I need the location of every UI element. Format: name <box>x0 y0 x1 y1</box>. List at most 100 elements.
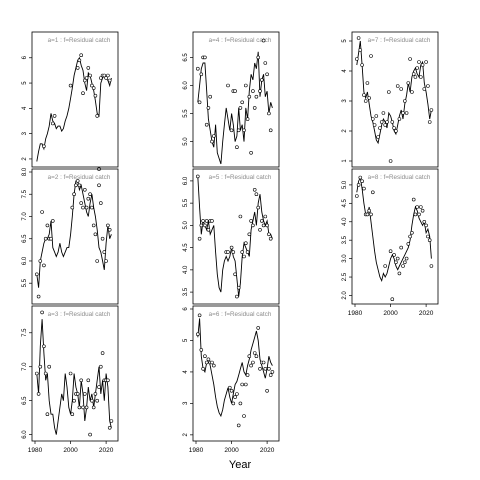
data-point <box>388 159 393 163</box>
data-point <box>254 94 259 99</box>
data-point <box>90 398 94 403</box>
data-point <box>38 259 43 263</box>
data-point <box>40 210 44 214</box>
data-point <box>49 236 53 241</box>
data-point <box>43 236 48 241</box>
series-line <box>36 56 112 162</box>
data-point <box>370 117 375 121</box>
data-point <box>251 89 255 93</box>
data-point <box>81 91 85 95</box>
data-point <box>203 223 207 228</box>
data-point <box>206 228 211 232</box>
y-tick-label: 6.5 <box>183 53 189 62</box>
data-point <box>50 121 55 126</box>
data-point <box>97 385 101 389</box>
data-point <box>84 405 89 410</box>
y-tick-label: 4.5 <box>183 243 189 252</box>
data-point <box>240 250 244 254</box>
data-point <box>93 93 98 98</box>
data-point <box>415 66 420 70</box>
data-point <box>197 100 202 105</box>
data-point <box>88 73 92 78</box>
data-point <box>43 371 48 376</box>
data-point <box>417 212 421 217</box>
data-point <box>86 66 91 70</box>
series-line <box>356 175 432 283</box>
data-point <box>242 254 246 259</box>
panel-frame <box>192 168 280 305</box>
data-point <box>247 354 252 359</box>
panel-title: a=4 : f=Residual catch <box>209 37 272 44</box>
data-point <box>68 371 73 376</box>
y-tick-label: 7.0 <box>22 212 28 221</box>
data-point <box>365 212 370 217</box>
data-point <box>408 57 412 61</box>
data-point <box>404 256 409 261</box>
data-point <box>233 272 237 277</box>
y-tick-label: 5.5 <box>22 278 28 287</box>
data-point <box>102 73 107 78</box>
data-point <box>420 208 425 213</box>
y-tick-label: 2 <box>342 129 348 133</box>
panel-frame <box>31 305 119 442</box>
y-tick-label: 5.5 <box>183 109 189 118</box>
data-point <box>383 123 388 127</box>
y-tick-label: 4 <box>342 69 348 73</box>
data-point <box>229 388 234 393</box>
panel-title: a=6 : f=Residual catch <box>209 311 272 318</box>
data-point <box>93 392 98 396</box>
data-point <box>97 183 101 188</box>
data-point <box>258 366 262 371</box>
data-point <box>261 223 266 228</box>
data-point <box>261 360 266 365</box>
panel-title: a=2 : f=Residual catch <box>48 174 111 181</box>
data-point <box>86 378 91 383</box>
data-point <box>231 250 236 254</box>
data-point <box>204 360 209 365</box>
data-point <box>236 423 241 428</box>
panel-6: a=6 : f=Residual catch 2 3 4 5 6 1980 2000 2020 <box>183 305 280 454</box>
data-point <box>238 106 243 110</box>
y-tick-label: 3.5 <box>342 235 348 244</box>
data-point <box>394 129 398 133</box>
data-point <box>77 405 82 410</box>
data-point <box>196 66 200 71</box>
x-tick-label: 1980 <box>28 447 43 454</box>
data-point <box>91 405 96 410</box>
series-line <box>197 318 273 418</box>
data-point <box>263 61 268 65</box>
data-point <box>233 89 237 93</box>
data-point <box>244 382 248 387</box>
y-tick-label: 5 <box>183 338 189 342</box>
data-point <box>418 205 423 209</box>
data-point <box>254 192 259 196</box>
data-point <box>256 205 261 210</box>
data-point <box>263 214 268 219</box>
data-point <box>270 370 275 374</box>
data-point <box>360 63 364 67</box>
data-point <box>413 212 418 217</box>
panel-2: a=2 : f=Residual catch 5.5 6.0 6.5 7.0 7.5 8.0 <box>22 167 119 305</box>
data-point <box>242 128 246 133</box>
data-point <box>40 310 44 315</box>
data-point <box>206 357 211 362</box>
x-tick-label: 2020 <box>419 310 434 317</box>
y-tick-label: 4.0 <box>342 217 348 226</box>
panel-frame <box>31 168 119 305</box>
panel-1: a=1 : f=Residual catch 2 3 4 5 6 <box>22 31 119 171</box>
panel-4: a=4 : f=Residual catch 5.0 5.5 6.0 6.5 <box>183 31 280 168</box>
data-point <box>367 208 372 213</box>
data-point <box>244 83 248 88</box>
data-point <box>104 259 108 263</box>
data-point <box>265 223 269 228</box>
data-point <box>70 205 75 210</box>
data-point <box>107 78 112 83</box>
y-tick-label: 6.5 <box>22 234 28 243</box>
data-point <box>34 272 39 277</box>
data-point <box>106 73 110 78</box>
x-tick-label: 2000 <box>63 447 78 454</box>
data-point <box>245 250 250 254</box>
data-point <box>75 66 80 70</box>
data-point <box>204 219 209 223</box>
data-point <box>88 192 92 196</box>
